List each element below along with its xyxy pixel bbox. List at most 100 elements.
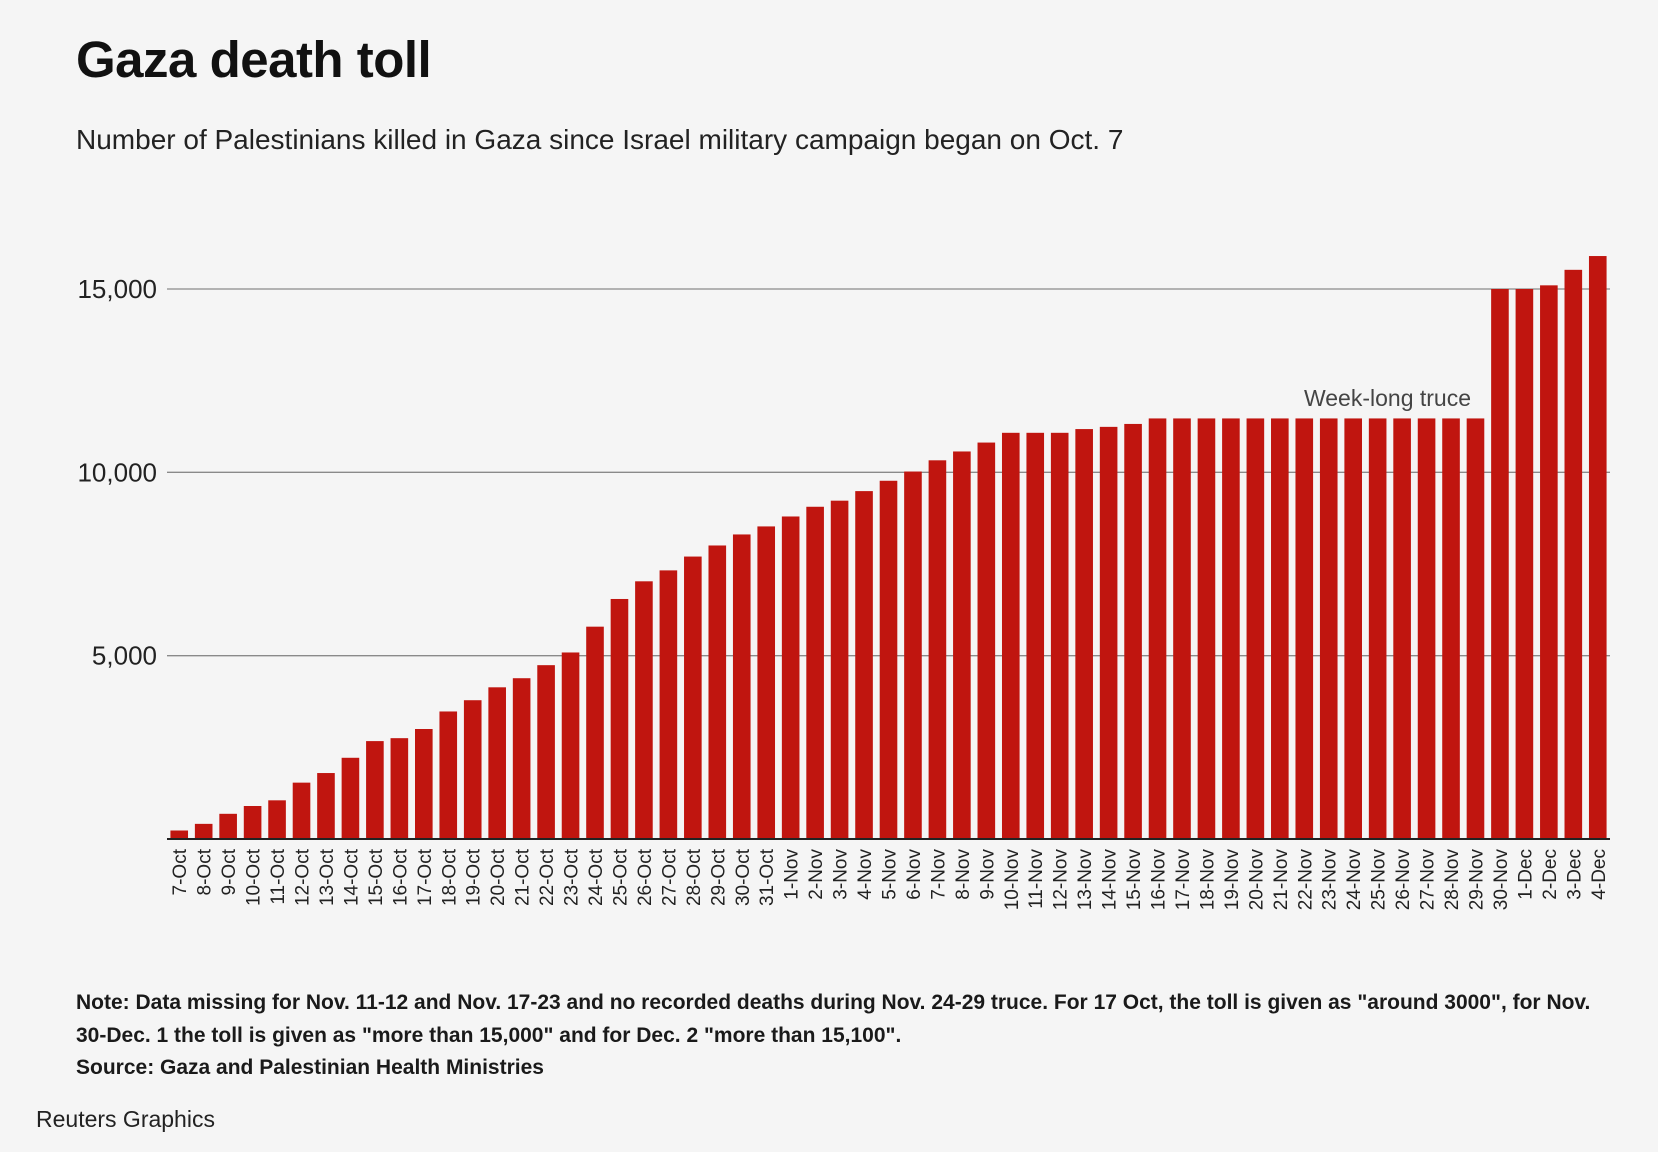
x-tick-label: 2-Dec [1540,849,1561,900]
bar [1271,418,1289,839]
x-tick-label: 14-Oct [341,848,362,906]
bar [341,757,360,839]
bar [292,782,311,839]
x-tick-label: 28-Oct [684,848,705,906]
bar [1148,418,1167,839]
x-tick-label: 12-Nov [1051,849,1072,911]
bar [953,451,971,839]
bar [317,773,335,839]
bar [635,581,653,839]
bar [390,738,409,839]
bar [463,700,482,839]
bar [1075,429,1093,839]
x-tick-label: 20-Nov [1246,849,1267,911]
x-tick-label: 4-Nov [855,849,876,900]
bar [610,598,629,839]
x-tick-label: 27-Oct [659,848,680,906]
bar [488,687,506,839]
bar [1295,418,1314,839]
x-tick-label: 10-Nov [1002,849,1023,911]
x-tick-label: 7-Nov [928,849,949,900]
bar [170,830,189,839]
x-tick-label: 19-Nov [1222,849,1243,911]
x-tick-label: 3-Dec [1564,849,1585,900]
x-tick-label: 4-Dec [1589,849,1610,900]
bar [1564,269,1583,839]
x-tick-label: 21-Nov [1271,849,1292,911]
x-tick-label: 10-Oct [244,848,265,906]
x-tick-label: 29-Oct [708,848,729,906]
bar [415,729,433,839]
x-tick-label: 30-Oct [733,848,754,906]
x-tick-label: 9-Nov [977,849,998,900]
bar [1393,418,1411,839]
bar [708,545,727,839]
bar [684,556,702,839]
bar [904,471,922,839]
x-tick-label: 23-Oct [562,848,583,906]
x-tick-label: 28-Nov [1442,849,1463,911]
x-tick-label: 18-Oct [439,848,460,906]
x-tick-label: 14-Nov [1100,849,1121,911]
x-tick-label: 16-Nov [1149,849,1170,911]
bar [1368,418,1387,839]
x-tick-label: 16-Oct [390,848,411,906]
bar [537,665,555,839]
x-tick-label: 21-Oct [513,848,534,906]
bar [243,806,262,839]
x-tick-label: 26-Oct [635,848,656,906]
chart-note: Note: Data missing for Nov. 11-12 and No… [76,991,1591,1047]
bar [194,823,213,839]
x-tick-label: 22-Oct [537,848,558,906]
x-tick-label: 17-Nov [1173,849,1194,911]
bar [1417,418,1436,839]
bar [219,813,237,839]
x-tick-label: 11-Nov [1026,849,1047,909]
x-tick-label: 2-Nov [806,849,827,900]
x-tick-label: 1-Dec [1515,849,1536,900]
y-tick-label: 15,000 [77,274,157,304]
bar [781,516,800,839]
bar [806,506,824,839]
bar [855,491,873,839]
bar [1515,289,1534,839]
x-tick-label: 15-Nov [1124,849,1145,911]
x-tick-label: 24-Oct [586,848,607,906]
bar [1491,289,1509,839]
bar [1222,418,1240,839]
bar [586,626,604,839]
x-tick-label: 23-Nov [1320,849,1341,911]
bar [366,741,384,839]
x-tick-label: 19-Oct [464,848,485,906]
bar [268,800,286,839]
chart-title: Gaza death toll [76,31,432,88]
x-tick-label: 7-Oct [170,848,191,895]
annotation-label: Week-long truce [1304,385,1471,411]
bar [1173,418,1191,839]
x-tick-label: 18-Nov [1197,849,1218,911]
x-tick-label: 22-Nov [1295,849,1316,911]
bar [757,526,776,839]
bar [1319,418,1338,839]
chart-source: Source: Gaza and Palestinian Health Mini… [76,1056,544,1079]
bar [659,570,678,839]
bar [561,652,580,839]
chart-subtitle: Number of Palestinians killed in Gaza si… [76,124,1124,155]
x-tick-label: 29-Nov [1466,849,1487,911]
bars [170,256,1607,840]
x-tick-label: 30-Nov [1491,849,1512,911]
bar [928,460,947,839]
bar [512,678,531,839]
bar [1442,418,1460,839]
y-axis-ticks: 5,000 10,000 15,000 [77,274,157,671]
bar [1050,432,1069,839]
x-tick-label: 13-Oct [317,848,338,906]
bar [1001,432,1020,839]
brand-label: Reuters Graphics [36,1106,215,1132]
bar [1246,418,1265,839]
x-tick-label: 31-Oct [757,848,778,906]
x-tick-label: 8-Oct [195,848,216,895]
x-tick-label: 20-Oct [488,848,509,906]
x-tick-label: 12-Oct [293,848,314,906]
bar [1197,418,1216,839]
